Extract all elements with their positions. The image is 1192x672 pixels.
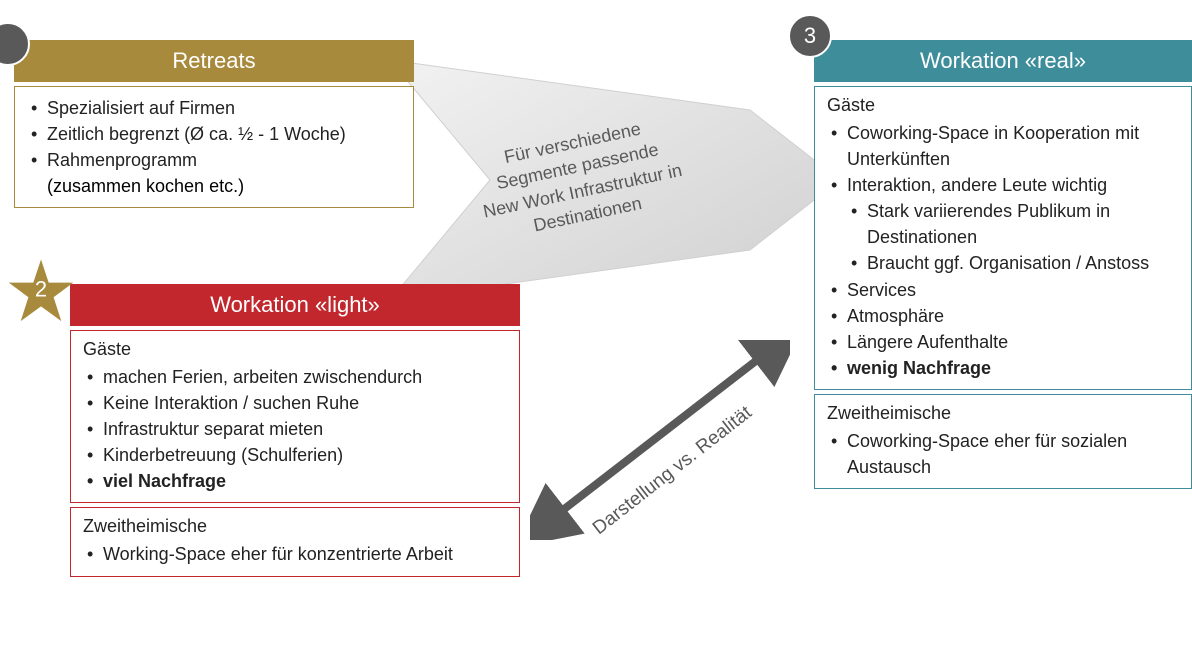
panel3-section-a-label: Gäste [827,95,1179,120]
panel2-item: Keine Interaktion / suchen Ruhe [83,390,507,416]
panel2-section-b-label: Zweitheimische [83,516,507,541]
panel3-body-a: Gäste Coworking-Space in Kooperation mit… [814,86,1192,390]
panel2-title: Workation «light» [70,284,520,326]
panel3-title: Workation «real» [814,40,1192,82]
panel3-number: 3 [804,23,816,49]
panel1-item: Rahmenprogramm [27,147,401,173]
panel3-item: Interaktion, andere Leute wichtig [827,172,1179,198]
panel-retreats: Retreats Spezialisiert auf Firmen Zeitli… [14,40,414,208]
panel-workation-real: Workation «real» Gäste Coworking-Space i… [814,40,1192,489]
panel2-item: machen Ferien, arbeiten zwischendurch [83,364,507,390]
panel1-item: Spezialisiert auf Firmen [27,95,401,121]
panel3-item: Coworking-Space eher für sozialen Austau… [827,428,1179,480]
panel1-item-sub: (zusammen kochen etc.) [27,173,401,199]
panel1-item: Zeitlich begrenzt (Ø ca. ½ - 1 Woche) [27,121,401,147]
panel3-nested-item: Braucht ggf. Organisation / Anstoss [847,250,1179,276]
panel3-number-circle: 3 [788,14,832,58]
panel3-item: Services [827,277,1179,303]
panel3-item: Atmosphäre [827,303,1179,329]
panel3-item: Coworking-Space in Kooperation mit Unter… [827,120,1179,172]
panel2-item: Infrastruktur separat mieten [83,416,507,442]
panel1-title: Retreats [14,40,414,82]
panel3-item-bold: wenig Nachfrage [827,355,1179,381]
panel2-number: 2 [35,277,47,303]
panel3-body-b: Zweitheimische Coworking-Space eher für … [814,394,1192,489]
panel2-item: Kinderbetreuung (Schulferien) [83,442,507,468]
panel2-item-bold: viel Nachfrage [83,468,507,494]
panel2-body-b: Zweitheimische Working-Space eher für ko… [70,507,520,576]
panel-workation-light: Workation «light» Gäste machen Ferien, a… [70,284,520,577]
panel3-section-b-label: Zweitheimische [827,403,1179,428]
panel1-body: Spezialisiert auf Firmen Zeitlich begren… [14,86,414,208]
double-arrow-icon [530,340,790,540]
panel2-body-a: Gäste machen Ferien, arbeiten zwischendu… [70,330,520,503]
panel3-item: Längere Aufenthalte [827,329,1179,355]
panel2-section-a-label: Gäste [83,339,507,364]
panel2-item: Working-Space eher für konzentrierte Arb… [83,541,507,567]
panel3-nested-item: Stark variierendes Publikum in Destinati… [847,198,1179,250]
panel2-star: 2 [6,256,76,326]
